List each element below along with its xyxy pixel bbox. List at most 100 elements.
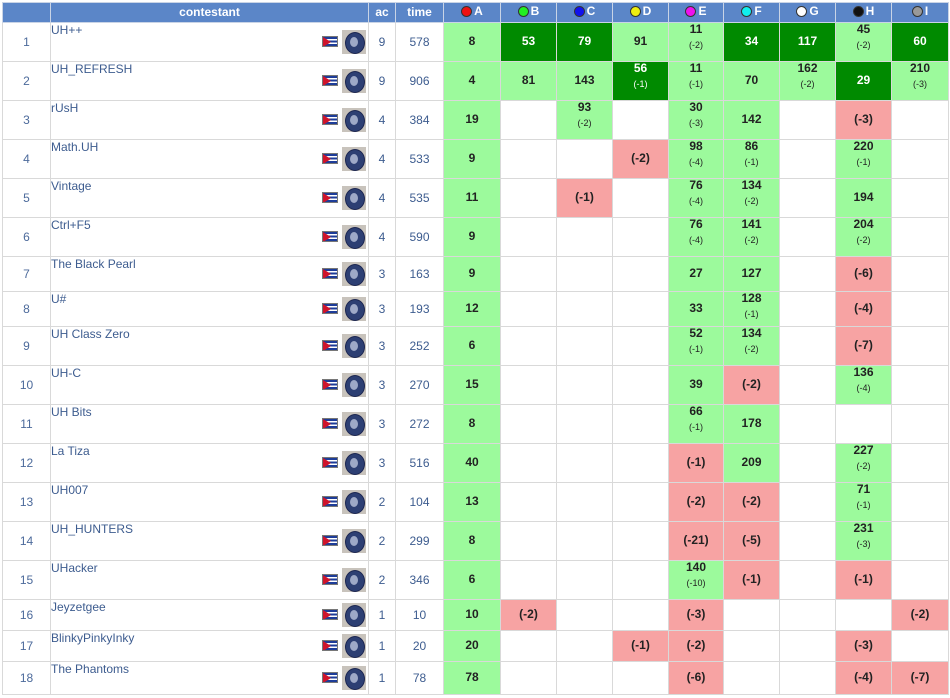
team-name[interactable]: La Tiza [51,444,90,459]
accepted-count: 3 [368,443,396,483]
problem-cell-i [891,100,949,140]
problem-header-e[interactable]: E [668,2,724,23]
contestant-cell[interactable]: UHacker [50,560,369,600]
penalty-time: 252 [395,326,444,366]
problem-cell-f: 128 (-1) [723,291,780,327]
contestant-cell[interactable]: U# [50,291,369,327]
problem-cell-h: (-1) [835,560,892,600]
contestant-cell[interactable]: Ctrl+F5 [50,217,369,257]
cuba-flag-icon [322,192,338,203]
problem-cell-a: 9 [443,139,501,179]
attempts-value: (-2) [744,196,759,207]
problem-cell-i [891,139,949,179]
attempts-value: (-2) [689,40,703,51]
problem-label: H [865,4,875,18]
problem-header-a[interactable]: A [443,2,501,23]
rank-header [2,2,51,23]
contestant-cell[interactable]: The Black Pearl [50,256,369,292]
balloon-icon [796,6,808,17]
team-name[interactable]: UH_REFRESH [51,62,133,77]
solve-time: 53 [521,34,536,49]
solve-time: 9 [468,151,476,166]
problem-cell-a: 8 [443,22,501,62]
contestant-cell[interactable]: UH++ [50,22,369,62]
contestant-cell[interactable]: UH_HUNTERS [50,521,369,561]
problem-cell-g [779,256,836,292]
team-name[interactable]: Jeyzetgee [51,600,106,615]
table-row: 5 Vintage 4 535 11 (-1) 76 (-4) 134 (-2) 194 [2,178,949,218]
contestant-cell[interactable]: Vintage [50,178,369,218]
problem-cell-b [500,100,557,140]
problem-header-g[interactable]: G [779,2,836,23]
attempts-value: (-2) [742,377,761,392]
contestant-cell[interactable]: UH-C [50,365,369,405]
university-logo-icon [342,334,366,358]
rank-cell: 10 [2,365,51,405]
problem-cell-h: (-6) [835,256,892,292]
time-header[interactable]: time [395,2,444,23]
problem-cell-b [500,661,557,695]
problem-cell-i: (-7) [891,661,949,695]
problem-header-b[interactable]: B [500,2,557,23]
contestant-cell[interactable]: UH_REFRESH [50,61,369,101]
penalty-time: 533 [395,139,444,179]
table-row: 18 The Phantoms 1 78 78 (-6) (-4) (-7) [2,661,949,695]
problem-label: D [642,4,652,18]
problem-cell-e: 98 (-4) [668,139,724,179]
contestant-header[interactable]: contestant [50,2,369,23]
team-name[interactable]: Vintage [51,179,92,194]
problem-label: B [530,4,540,18]
attempts-value: (-4) [854,670,873,685]
problem-header-d[interactable]: D [612,2,669,23]
problem-header-h[interactable]: H [835,2,892,23]
solve-time: 4 [468,73,476,88]
contestant-cell[interactable]: BlinkyPinkyInky [50,630,369,662]
penalty-time: 193 [395,291,444,327]
attempts-value: (-2) [742,494,761,509]
problem-cell-i [891,178,949,218]
team-name[interactable]: The Black Pearl [51,257,136,272]
balloon-icon [461,6,473,17]
team-name[interactable]: UH_HUNTERS [51,522,134,537]
table-row: 7 The Black Pearl 3 163 9 27 127 (-6) [2,256,949,292]
team-name[interactable]: UH-C [51,366,82,381]
problem-header-c[interactable]: C [556,2,613,23]
attempts-value: (-3) [856,539,871,550]
contestant-cell[interactable]: La Tiza [50,443,369,483]
problem-cell-g [779,139,836,179]
team-name[interactable]: UHacker [51,561,98,576]
contestant-cell[interactable]: rUsH [50,100,369,140]
accepted-count: 4 [368,100,396,140]
team-name[interactable]: UH007 [51,483,89,498]
contestant-cell[interactable]: Jeyzetgee [50,599,369,631]
contestant-cell[interactable]: Math.UH [50,139,369,179]
problem-header-i[interactable]: I [891,2,949,23]
university-logo-icon [342,568,366,592]
team-name[interactable]: U# [51,292,67,307]
problem-cell-e: 39 [668,365,724,405]
problem-cell-b [500,178,557,218]
contestant-cell[interactable]: UH Class Zero [50,326,369,366]
team-name[interactable]: rUsH [51,101,79,116]
university-logo-icon [342,297,366,321]
team-name[interactable]: The Phantoms [51,662,130,677]
contestant-cell[interactable]: UH007 [50,482,369,522]
ac-header[interactable]: ac [368,2,396,23]
contestant-cell[interactable]: The Phantoms [50,661,369,695]
team-name[interactable]: UH++ [51,23,83,38]
team-name[interactable]: Ctrl+F5 [51,218,91,233]
problem-cell-i [891,404,949,444]
team-name[interactable]: Math.UH [51,140,99,155]
contestant-cell[interactable]: UH Bits [50,404,369,444]
team-name[interactable]: UH Class Zero [51,327,130,342]
team-name[interactable]: BlinkyPinkyInky [51,631,135,646]
team-name[interactable]: UH Bits [51,405,92,420]
problem-cell-e: (-6) [668,661,724,695]
table-row: 1 UH++ 9 578 8 53 79 91 11 (-2) 34 117 45 (-2) 60 [2,22,949,62]
university-logo-icon [342,529,366,553]
problem-cell-e: 52 (-1) [668,326,724,366]
attempts-value: (-2) [910,607,930,622]
accepted-count: 1 [368,661,396,695]
table-row: 15 UHacker 2 346 6 140 (-10) (-1) (-1) [2,560,949,600]
problem-header-f[interactable]: F [723,2,780,23]
